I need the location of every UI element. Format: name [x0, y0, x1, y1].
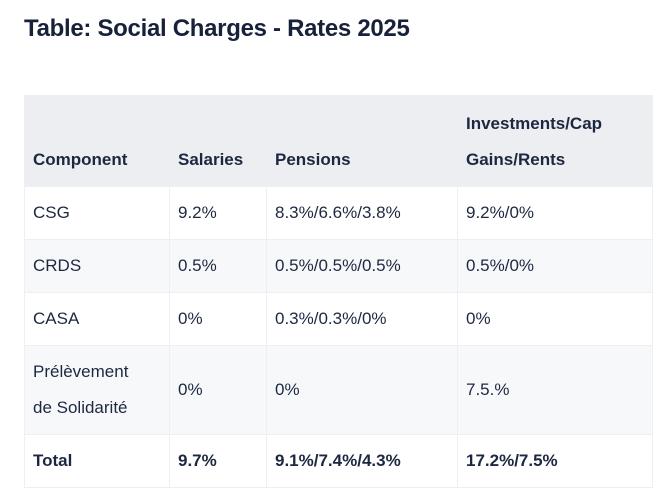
table-row-crds: CRDS 0.5% 0.5%/0.5%/0.5% 0.5%/0% — [24, 239, 653, 293]
cell-pensions: 0% — [266, 345, 458, 435]
cell-investments: 0% — [457, 292, 653, 346]
page-title: Table: Social Charges - Rates 2025 — [24, 15, 410, 42]
cell-component: CASA — [24, 292, 170, 346]
cell-component: Prélèvement de Solidarité — [24, 345, 170, 435]
cell-component: CSG — [24, 186, 170, 240]
column-header-salaries: Salaries — [169, 95, 267, 187]
table-row-csg: CSG 9.2% 8.3%/6.6%/3.8% 9.2%/0% — [24, 186, 653, 240]
social-charges-rates-table: Component Salaries Pensions Investments/… — [24, 95, 653, 488]
cell-investments: 9.2%/0% — [457, 186, 653, 240]
column-header-pensions: Pensions — [266, 95, 458, 187]
cell-pensions: 9.1%/7.4%/4.3% — [266, 434, 458, 488]
cell-component: Total — [24, 434, 170, 488]
column-header-investments: Investments/Cap Gains/Rents — [457, 95, 653, 187]
cell-salaries: 0% — [169, 345, 267, 435]
table-row-total: Total 9.7% 9.1%/7.4%/4.3% 17.2%/7.5% — [24, 434, 653, 488]
table-row-casa: CASA 0% 0.3%/0.3%/0% 0% — [24, 292, 653, 346]
table-row-prelevement-de-solidarite: Prélèvement de Solidarité 0% 0% 7.5.% — [24, 345, 653, 435]
cell-investments: 0.5%/0% — [457, 239, 653, 293]
cell-salaries: 9.7% — [169, 434, 267, 488]
cell-salaries: 9.2% — [169, 186, 267, 240]
cell-pensions: 8.3%/6.6%/3.8% — [266, 186, 458, 240]
column-header-component: Component — [24, 95, 170, 187]
cell-pensions: 0.5%/0.5%/0.5% — [266, 239, 458, 293]
cell-pensions: 0.3%/0.3%/0% — [266, 292, 458, 346]
table-header-row: Component Salaries Pensions Investments/… — [24, 95, 653, 187]
cell-investments: 7.5.% — [457, 345, 653, 435]
cell-investments: 17.2%/7.5% — [457, 434, 653, 488]
cell-salaries: 0% — [169, 292, 267, 346]
cell-component: CRDS — [24, 239, 170, 293]
cell-salaries: 0.5% — [169, 239, 267, 293]
